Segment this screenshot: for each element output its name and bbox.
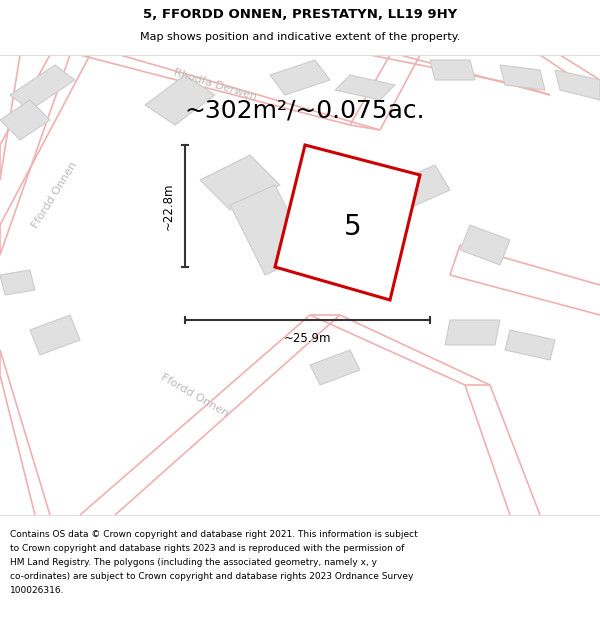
Text: Rhodfa Derwen: Rhodfa Derwen (172, 68, 258, 102)
Polygon shape (10, 65, 75, 110)
Polygon shape (335, 75, 395, 100)
Polygon shape (555, 70, 600, 100)
Polygon shape (230, 185, 310, 275)
Polygon shape (200, 155, 280, 210)
Polygon shape (310, 350, 360, 385)
Text: 100026316.: 100026316. (10, 586, 65, 595)
Polygon shape (460, 225, 510, 265)
Text: HM Land Registry. The polygons (including the associated geometry, namely x, y: HM Land Registry. The polygons (includin… (10, 558, 377, 567)
Polygon shape (275, 145, 420, 300)
Text: ~22.8m: ~22.8m (162, 182, 175, 230)
Polygon shape (500, 65, 545, 90)
Text: Map shows position and indicative extent of the property.: Map shows position and indicative extent… (140, 32, 460, 42)
Text: ~25.9m: ~25.9m (284, 332, 331, 345)
Text: Ffordd Onnen: Ffordd Onnen (31, 160, 79, 230)
Text: ~302m²/~0.075ac.: ~302m²/~0.075ac. (185, 98, 425, 122)
Polygon shape (390, 165, 450, 210)
Text: Ffordd Onnen: Ffordd Onnen (160, 372, 230, 418)
Polygon shape (30, 315, 80, 355)
Polygon shape (0, 270, 35, 295)
Polygon shape (505, 330, 555, 360)
Polygon shape (145, 75, 215, 125)
Text: co-ordinates) are subject to Crown copyright and database rights 2023 Ordnance S: co-ordinates) are subject to Crown copyr… (10, 572, 413, 581)
Text: Contains OS data © Crown copyright and database right 2021. This information is : Contains OS data © Crown copyright and d… (10, 530, 418, 539)
Text: 5, FFORDD ONNEN, PRESTATYN, LL19 9HY: 5, FFORDD ONNEN, PRESTATYN, LL19 9HY (143, 9, 457, 21)
Polygon shape (445, 320, 500, 345)
Polygon shape (0, 100, 50, 140)
Text: to Crown copyright and database rights 2023 and is reproduced with the permissio: to Crown copyright and database rights 2… (10, 544, 404, 553)
Text: 5: 5 (344, 213, 361, 241)
Polygon shape (430, 60, 475, 80)
Polygon shape (270, 60, 330, 95)
